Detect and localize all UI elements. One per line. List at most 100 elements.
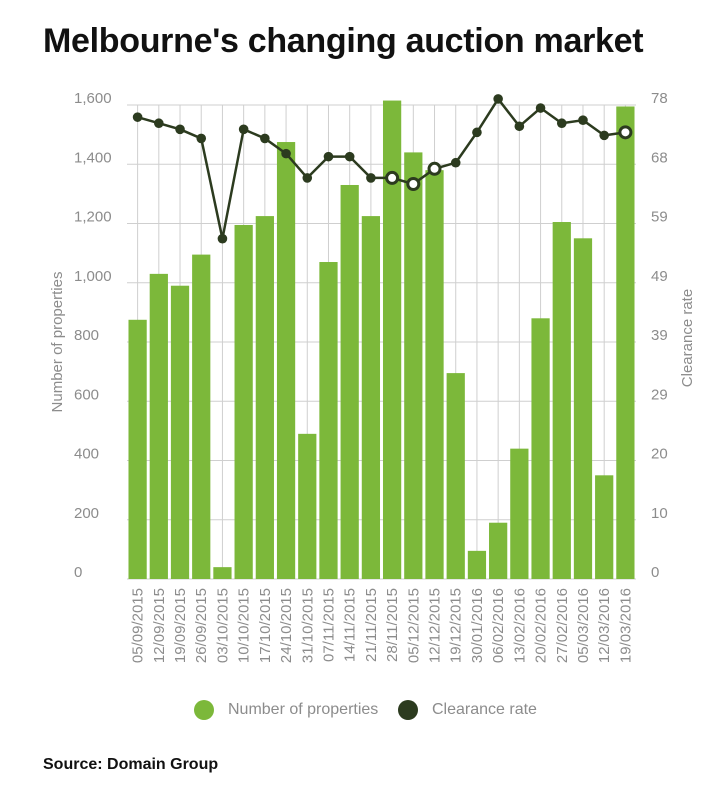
clearance-rate-point — [344, 151, 355, 162]
y2-axis-title: Clearance rate — [679, 289, 696, 387]
y-tick-label: 1,600 — [74, 90, 112, 107]
bar — [425, 170, 444, 580]
bar — [531, 318, 550, 579]
clearance-rate-point — [618, 125, 633, 140]
clearance-rate-point — [427, 161, 442, 176]
x-tick-label: 03/10/2015 — [214, 588, 231, 663]
y2-tick-label: 0 — [651, 564, 659, 581]
bar — [298, 433, 317, 579]
x-tick-label: 14/11/2015 — [342, 588, 359, 662]
y-axis-title: Number of properties — [49, 272, 66, 413]
chart-title: Melbourne's changing auction market — [43, 22, 644, 60]
x-tick-label: 20/02/2016 — [533, 588, 550, 663]
bar — [319, 262, 338, 579]
y-tick-label: 600 — [74, 386, 99, 403]
x-tick-label: 19/09/2015 — [172, 588, 189, 663]
bar — [149, 273, 168, 579]
bar — [255, 216, 274, 579]
clearance-rate-point — [472, 127, 482, 138]
clearance-rate-line — [137, 97, 626, 240]
x-tick-label: 10/10/2015 — [236, 588, 253, 663]
y2-tick-label: 49 — [651, 268, 668, 285]
x-tick-label: 06/02/2016 — [490, 588, 507, 663]
y2-tick-label: 59 — [651, 209, 668, 226]
bar — [340, 184, 359, 580]
source-note: Source: Domain Group — [43, 756, 219, 773]
x-tick-label: 31/10/2015 — [299, 588, 316, 663]
clearance-rate-point — [385, 170, 400, 185]
bar — [404, 152, 423, 579]
x-tick-label: 17/10/2015 — [257, 588, 274, 663]
y-tick-label: 1,400 — [74, 149, 112, 166]
y-tick-label: 1,200 — [74, 209, 112, 226]
x-tick-label: 12/12/2015 — [427, 588, 444, 663]
clearance-rate-point — [196, 133, 207, 144]
clearance-rate-point — [578, 115, 588, 125]
x-tick-label: 12/03/2016 — [596, 588, 613, 663]
x-tick-label: 13/02/2016 — [511, 588, 528, 663]
x-tick-label: 05/12/2015 — [405, 588, 422, 663]
clearance-rate-point — [132, 112, 143, 122]
x-tick-label: 27/02/2016 — [554, 588, 571, 663]
x-tick-label: 07/11/2015 — [320, 588, 337, 662]
x-tick-label: 28/11/2015 — [384, 588, 401, 662]
clearance-rate-point — [323, 151, 334, 162]
bar — [552, 222, 571, 580]
y-tick-label: 1,000 — [74, 268, 112, 285]
y2-tick-label: 20 — [651, 446, 668, 463]
x-tick-label: 12/09/2015 — [151, 588, 168, 663]
bar — [573, 238, 593, 579]
y2-tick-label: 39 — [651, 327, 668, 344]
x-tick-label: 19/03/2016 — [617, 588, 634, 663]
y2-tick-label: 68 — [651, 149, 668, 166]
x-tick-label: 05/03/2016 — [575, 588, 592, 663]
legend-clearance-rate: Clearance rate — [398, 700, 537, 720]
clearance-rate-point — [154, 118, 164, 129]
legend: Number of properties Clearance rate — [0, 700, 716, 724]
x-tick-label: 19/12/2015 — [448, 588, 465, 663]
clearance-rate-point — [238, 124, 249, 135]
bar — [489, 522, 508, 579]
clearance-rate-point — [281, 148, 291, 159]
bar — [616, 106, 635, 579]
clearance-rate-point — [302, 173, 313, 183]
y-tick-label: 800 — [74, 327, 99, 344]
clearance-rate-point — [366, 173, 376, 183]
clearance-rate-point — [556, 118, 567, 129]
clearance-rate-point — [514, 121, 525, 132]
clearance-rate-point — [450, 157, 461, 168]
y-tick-label: 0 — [74, 564, 82, 581]
clearance-rate-point — [217, 233, 228, 244]
bar — [382, 100, 402, 580]
bar — [128, 319, 147, 579]
legend-label: Number of properties — [228, 701, 379, 718]
x-tick-label: 21/11/2015 — [363, 588, 380, 662]
clearance-rate-point — [406, 177, 421, 191]
bar — [510, 448, 529, 579]
x-tick-label: 26/09/2015 — [193, 588, 210, 663]
bar — [446, 373, 465, 579]
y2-tick-label: 29 — [651, 386, 668, 403]
y-tick-label: 200 — [74, 505, 99, 522]
chart-svg: 0 0 200 10 400 20 600 29 800 39 1,000 49 1,200 59 1,40… — [49, 90, 696, 663]
x-tick-label: 30/01/2016 — [469, 588, 486, 663]
bar — [192, 254, 211, 579]
y-tick-label: 400 — [74, 446, 99, 463]
bar — [170, 285, 190, 579]
bar — [467, 550, 487, 579]
clearance-rate-point — [599, 130, 609, 141]
clearance-rate-point — [260, 133, 270, 144]
bar — [234, 224, 253, 579]
y2-tick-label: 78 — [651, 90, 668, 107]
y2-tick-label: 10 — [651, 505, 668, 522]
x-tick-label: 24/10/2015 — [278, 588, 295, 663]
bar — [276, 142, 296, 579]
x-tick-label: 05/09/2015 — [130, 588, 147, 663]
legend-swatch — [194, 700, 214, 720]
clearance-rate-point — [175, 124, 185, 135]
bar — [213, 567, 232, 579]
legend-label: Clearance rate — [432, 701, 537, 718]
bar — [595, 475, 614, 579]
clearance-rate-point — [535, 103, 546, 113]
legend-number-of-properties: Number of properties — [194, 700, 378, 720]
